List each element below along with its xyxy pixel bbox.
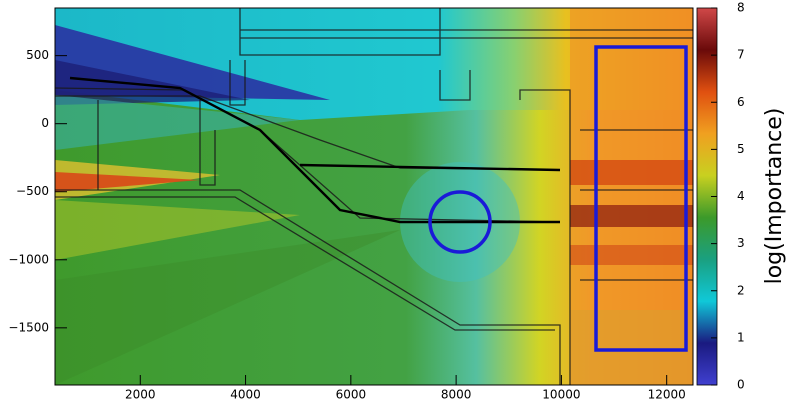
- x-tick-label: 2000: [125, 388, 156, 402]
- colorbar-tick-label: 4: [737, 189, 745, 203]
- colorbar-tick-label: 1: [737, 330, 745, 344]
- y-tick-label: 500: [26, 48, 49, 62]
- colorbar-label: log(Importance): [762, 108, 787, 285]
- x-tick-label: 8000: [441, 388, 472, 402]
- x-tick-label: 4000: [230, 388, 261, 402]
- x-tick-label: 6000: [336, 388, 367, 402]
- colorbar-tick-label: 5: [737, 142, 745, 156]
- y-tick-label: −1500: [8, 320, 49, 334]
- colorbar-tick-label: 6: [737, 95, 745, 109]
- colorbar-tick-label: 0: [737, 378, 745, 392]
- y-tick-label: 0: [41, 116, 49, 130]
- y-tick-label: −500: [16, 184, 49, 198]
- x-tick-label: 10000: [542, 388, 580, 402]
- colorbar-tick-label: 7: [737, 48, 745, 62]
- y-tick-label: −1000: [8, 252, 49, 266]
- colorbar-tick-label: 8: [737, 1, 745, 15]
- colorbar-tick-label: 2: [737, 283, 745, 297]
- x-tick-label: 12000: [648, 388, 686, 402]
- chart: log(Importance) 200040006000800010000120…: [0, 0, 793, 402]
- colorbar-tick-label: 3: [737, 236, 745, 250]
